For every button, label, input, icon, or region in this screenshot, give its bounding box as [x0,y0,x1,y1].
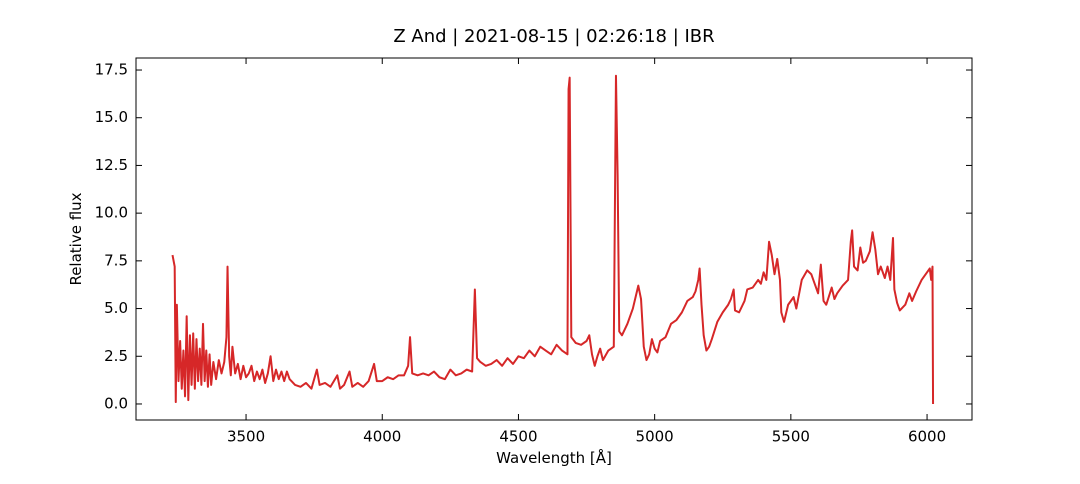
y-tick-label: 17.5 [95,61,128,79]
x-tick-label: 3500 [227,428,265,446]
plot-frame [135,57,973,421]
y-tick-label: 5.0 [104,299,128,317]
x-tick-label: 5500 [772,428,810,446]
x-tick-label: 4000 [363,428,401,446]
y-axis-label: Relative flux [67,192,85,285]
y-tick-label: 10.0 [95,204,128,222]
x-tick-label: 5000 [636,428,674,446]
y-tick-label: 2.5 [104,347,128,365]
y-tick-label: 7.5 [104,251,128,269]
x-tick-label: 6000 [908,428,946,446]
y-tick-label: 0.0 [104,394,128,412]
chart-title: Z And | 2021-08-15 | 02:26:18 | IBR [393,26,714,47]
y-tick-label: 12.5 [95,156,128,174]
x-tick-label: 4500 [499,428,537,446]
y-tick-label: 15.0 [95,108,128,126]
spectrum-line [171,74,935,404]
x-axis-label: Wavelength [Å] [496,448,612,467]
